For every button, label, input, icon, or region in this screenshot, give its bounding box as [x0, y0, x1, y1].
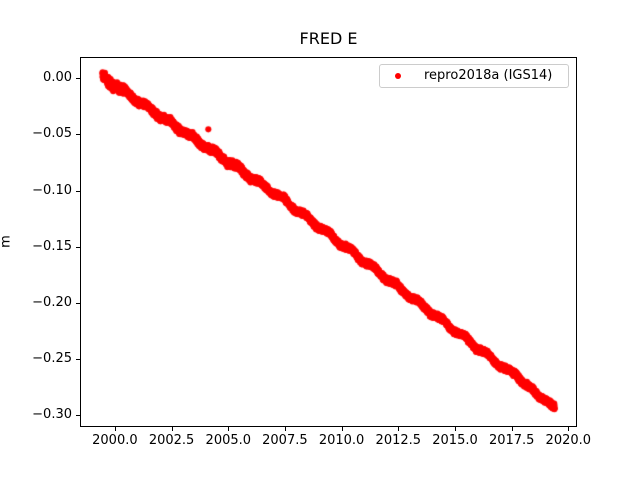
x-tick-label: 2007.5: [262, 433, 308, 448]
y-tick-mark: [76, 303, 80, 304]
y-tick-mark: [76, 78, 80, 80]
y-tick-mark: [76, 359, 80, 361]
y-tick-mark: [76, 246, 80, 248]
x-tick-label: 2012.5: [375, 433, 422, 448]
x-tick-mark: [114, 427, 116, 431]
x-tick-mark: [341, 427, 343, 431]
x-tick-label: 2010.0: [318, 433, 365, 448]
x-tick-mark: [511, 427, 513, 431]
x-tick-mark: [455, 427, 456, 431]
y-tick-label: 0.00: [43, 70, 72, 86]
plot-area: [80, 57, 577, 427]
y-tick-label: −0.05: [32, 126, 72, 142]
legend: repro2018a (IGS14): [379, 64, 569, 88]
x-tick-mark: [171, 427, 173, 431]
y-tick-mark: [76, 134, 80, 136]
x-tick-label: 2020.0: [545, 433, 592, 448]
x-tick-label: 2000.0: [92, 433, 138, 448]
x-tick-mark: [568, 427, 570, 431]
y-tick-mark: [76, 190, 80, 192]
legend-point-marker-icon: [395, 73, 401, 79]
legend-label: repro2018a (IGS14): [424, 68, 553, 83]
y-tick-label: −0.25: [32, 351, 72, 367]
x-tick-mark: [228, 427, 230, 431]
y-tick-label: −0.20: [32, 295, 72, 310]
x-tick-label: 2002.5: [148, 433, 195, 448]
x-tick-mark: [284, 427, 286, 431]
x-tick-label: 2017.5: [488, 433, 535, 448]
y-tick-mark: [76, 415, 80, 417]
y-tick-label: −0.10: [32, 182, 72, 198]
y-tick-label: −0.30: [32, 407, 72, 423]
x-tick-label: 2005.0: [205, 433, 252, 448]
x-tick-mark: [398, 427, 400, 431]
y-tick-label: −0.15: [32, 238, 72, 254]
x-tick-label: 2015.0: [432, 433, 478, 448]
